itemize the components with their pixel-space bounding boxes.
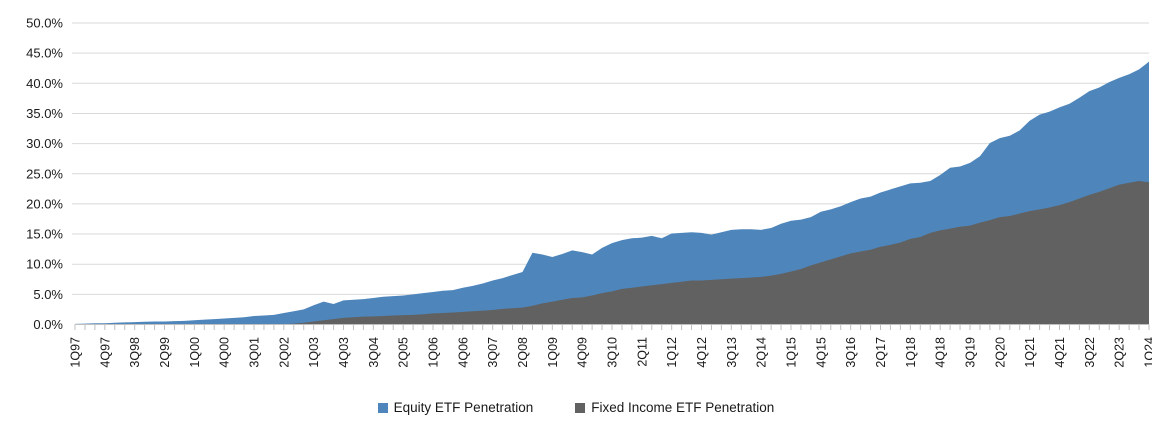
x-axis-label: 1Q03 (307, 337, 321, 368)
fixed-income-series-swatch-icon (575, 403, 586, 413)
x-axis-label: 1Q12 (665, 337, 679, 368)
plot-area: 0.0% 5.0% 10.0% 15.0% 20.0% 25.0% 30.0% 35.0% 40… (26, 16, 1152, 368)
x-axis-label: 3Q98 (128, 337, 142, 368)
x-axis-label: 1Q97 (69, 337, 83, 368)
x-axis-label: 4Q15 (814, 337, 828, 368)
y-axis-label: 25.0% (26, 166, 63, 181)
y-axis-label: 50.0% (26, 16, 63, 31)
x-axis-label: 1Q00 (188, 337, 202, 368)
y-axis-label: 20.0% (26, 196, 63, 211)
x-axis-label: 4Q12 (695, 337, 709, 368)
y-axis-label: 0.0% (33, 317, 63, 332)
x-axis-label: 4Q09 (576, 337, 590, 368)
x-axis-label: 2Q14 (755, 337, 769, 368)
x-axis-label: 1Q06 (427, 337, 441, 368)
y-axis-label: 5.0% (33, 287, 63, 302)
x-axis-label: 3Q10 (606, 337, 620, 368)
x-axis-label: 2Q11 (635, 337, 649, 367)
y-axis-label: 30.0% (26, 136, 63, 151)
equity-series-swatch-icon (377, 403, 388, 413)
x-axis-label: 3Q13 (725, 337, 739, 368)
y-axis-label: 35.0% (26, 106, 63, 121)
x-axis-label: 2Q99 (158, 337, 172, 368)
x-axis-label: 2Q20 (993, 337, 1007, 368)
x-axis-label: 1Q24 (1143, 337, 1152, 368)
legend: Equity ETF Penetration Fixed Income ETF … (0, 399, 1152, 417)
x-axis-label: 1Q21 (1023, 337, 1037, 368)
y-axis-label: 10.0% (26, 257, 63, 272)
x-axis-label: 1Q09 (546, 337, 560, 368)
x-axis-label: 1Q18 (904, 337, 918, 368)
legend-label-equity: Equity ETF Penetration (393, 400, 534, 415)
x-axis-label: 4Q18 (934, 337, 948, 368)
x-axis-label: 2Q08 (516, 337, 530, 368)
legend-item-fixed-income: Fixed Income ETF Penetration (575, 399, 774, 417)
x-axis-label: 4Q03 (337, 337, 351, 368)
legend-item-equity: Equity ETF Penetration (377, 399, 534, 417)
fixed-income-area (75, 180, 1149, 325)
x-axis-label: 4Q00 (218, 337, 232, 368)
y-axis-label: 40.0% (26, 76, 63, 91)
legend-label-fixed-income: Fixed Income ETF Penetration (591, 400, 775, 415)
x-axis-label: 1Q15 (785, 337, 799, 368)
x-axis-label: 3Q16 (844, 337, 858, 368)
x-axis-label: 2Q02 (277, 337, 291, 368)
x-axis-label: 3Q19 (964, 337, 978, 368)
y-axis-label: 45.0% (26, 46, 63, 61)
x-axis-label: 4Q06 (456, 337, 470, 368)
x-axis-label: 3Q22 (1083, 337, 1097, 368)
x-axis-label: 3Q04 (367, 337, 381, 368)
x-axis-label: 3Q01 (248, 337, 262, 368)
x-axis-label: 2Q05 (397, 337, 411, 368)
x-axis-label: 2Q17 (874, 337, 888, 368)
x-axis-label: 4Q21 (1053, 337, 1067, 368)
x-axis-label: 3Q07 (486, 337, 500, 368)
x-axis-label: 2Q23 (1113, 337, 1127, 368)
y-axis-label: 15.0% (26, 227, 63, 242)
x-axis-label: 4Q97 (98, 337, 112, 368)
